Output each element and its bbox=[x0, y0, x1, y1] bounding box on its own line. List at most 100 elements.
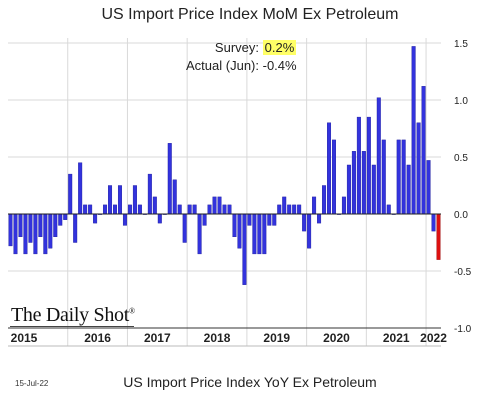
x-tick-label: 2015 bbox=[11, 331, 38, 345]
bar bbox=[332, 139, 336, 215]
bar bbox=[108, 185, 113, 215]
bar bbox=[242, 213, 247, 285]
bar bbox=[386, 204, 391, 215]
survey-value: 0.2% bbox=[262, 40, 297, 55]
bar bbox=[88, 204, 93, 215]
bar bbox=[177, 204, 182, 215]
brand-logo: The Daily Shot® bbox=[11, 304, 135, 327]
bar bbox=[327, 122, 332, 215]
y-tick-label: 0.0 bbox=[454, 210, 468, 221]
bar bbox=[346, 164, 351, 215]
bar bbox=[232, 213, 237, 237]
bar bbox=[272, 213, 277, 226]
actual-value: -0.4% bbox=[262, 58, 297, 73]
bar bbox=[78, 162, 83, 215]
bar bbox=[197, 213, 202, 255]
bar bbox=[28, 213, 33, 243]
bars bbox=[8, 46, 441, 285]
bar bbox=[187, 204, 192, 215]
brand-text: The Daily Shot bbox=[11, 304, 130, 326]
y-tick-label: 0.5 bbox=[454, 153, 468, 164]
bar bbox=[63, 213, 68, 220]
bar bbox=[23, 213, 28, 255]
bar bbox=[341, 196, 346, 215]
bar bbox=[8, 213, 13, 247]
bar bbox=[103, 204, 108, 215]
bar bbox=[431, 213, 436, 232]
bar bbox=[421, 86, 426, 215]
bar bbox=[247, 213, 252, 226]
bar bbox=[426, 160, 431, 215]
actual-label: Actual (Jun): bbox=[186, 58, 259, 73]
gridlines bbox=[8, 38, 441, 346]
bar bbox=[217, 196, 222, 215]
bar bbox=[312, 196, 317, 215]
x-axis: 2015 2016 2017 2018 2019 2020 2021 2022 bbox=[8, 327, 447, 347]
x-tick-label: 2018 bbox=[204, 331, 231, 345]
brand-mark: ® bbox=[129, 306, 135, 316]
brand-underline bbox=[10, 326, 134, 327]
bar bbox=[93, 213, 98, 224]
x-tick-label: 2021 bbox=[383, 331, 410, 345]
x-tick-label: 2016 bbox=[84, 331, 111, 345]
bar bbox=[282, 196, 287, 215]
bar bbox=[147, 173, 152, 215]
actual-annotation: Actual (Jun): -0.4% bbox=[175, 58, 297, 73]
bar-latest bbox=[436, 213, 441, 260]
y-tick-label: 1.0 bbox=[454, 96, 468, 107]
bar bbox=[157, 213, 162, 224]
bar bbox=[53, 213, 58, 237]
x-tick-label: 2017 bbox=[144, 331, 171, 345]
date-stamp: 15-Jul-22 bbox=[15, 379, 49, 388]
bar bbox=[277, 204, 282, 215]
bar bbox=[167, 143, 172, 215]
x-tick-label: 2022 bbox=[420, 331, 447, 345]
bar bbox=[317, 213, 322, 224]
bar bbox=[207, 204, 212, 215]
bar bbox=[122, 213, 127, 226]
bar bbox=[297, 204, 302, 215]
bar bbox=[202, 213, 207, 226]
bar bbox=[356, 116, 361, 215]
bar bbox=[307, 213, 312, 249]
survey-annotation: Survey: 0.2% bbox=[203, 40, 297, 55]
bar bbox=[361, 151, 366, 215]
bar bbox=[287, 204, 292, 215]
bar bbox=[43, 213, 48, 255]
bar bbox=[117, 185, 122, 215]
bar bbox=[172, 179, 177, 215]
bar bbox=[132, 185, 137, 215]
y-tick-label: -1.0 bbox=[454, 324, 472, 335]
bar bbox=[267, 213, 272, 226]
bar bbox=[127, 204, 132, 215]
bar bbox=[38, 213, 43, 237]
bar bbox=[351, 151, 356, 215]
next-chart-title: US Import Price Index YoY Ex Petroleum bbox=[123, 374, 377, 390]
survey-label: Survey: bbox=[214, 40, 259, 55]
bar bbox=[33, 213, 38, 255]
bar bbox=[381, 139, 386, 215]
bar bbox=[376, 97, 381, 215]
bar bbox=[371, 164, 376, 215]
bar bbox=[406, 164, 411, 215]
bar bbox=[83, 204, 88, 215]
bar bbox=[192, 204, 197, 215]
bar bbox=[396, 139, 401, 215]
bar bbox=[222, 204, 227, 215]
bar bbox=[68, 173, 73, 215]
bar bbox=[416, 122, 421, 215]
bar bbox=[366, 116, 371, 215]
bar bbox=[401, 139, 406, 215]
bar bbox=[292, 204, 297, 215]
bar bbox=[182, 213, 187, 243]
bar bbox=[48, 213, 53, 249]
bar bbox=[252, 213, 257, 255]
y-tick-label: -0.5 bbox=[454, 267, 472, 278]
bar bbox=[137, 204, 142, 215]
bar bbox=[227, 204, 232, 215]
y-tick-label: 1.5 bbox=[454, 39, 468, 50]
bar bbox=[411, 46, 416, 215]
bar bbox=[302, 213, 307, 232]
y-axis: 1.5 1.0 0.5 0.0 -0.5 -1.0 bbox=[454, 39, 472, 335]
bar bbox=[322, 185, 327, 215]
